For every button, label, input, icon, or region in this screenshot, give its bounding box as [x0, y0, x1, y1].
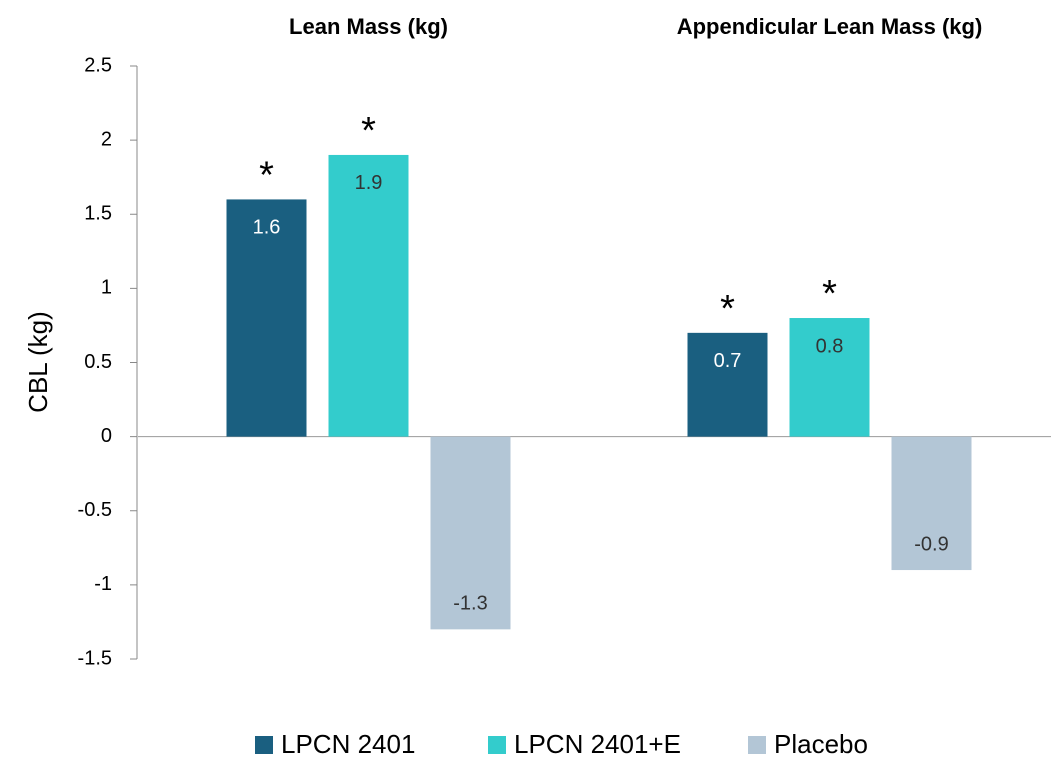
bar — [328, 154, 409, 437]
value-label: -0.9 — [914, 533, 948, 555]
y-tick-label: 0 — [101, 425, 112, 447]
annotation: * — [259, 154, 274, 196]
bar — [789, 318, 870, 437]
category-title: Lean Mass (kg) — [289, 14, 448, 39]
annotation: * — [361, 110, 376, 152]
bar — [687, 332, 768, 437]
y-tick-label: 2 — [101, 128, 112, 150]
bar — [430, 436, 511, 630]
value-label: 0.7 — [714, 350, 742, 372]
legend-swatch — [488, 736, 506, 754]
y-tick-label: 2.5 — [84, 54, 112, 76]
y-tick-label: -1.5 — [78, 647, 112, 669]
value-label: 0.8 — [816, 335, 844, 357]
y-tick-label: 1 — [101, 277, 112, 299]
annotation: * — [720, 288, 735, 330]
y-tick-label: -1 — [94, 573, 112, 595]
y-tick-label: 0.5 — [84, 351, 112, 373]
bar — [226, 199, 307, 437]
y-tick-label: 1.5 — [84, 203, 112, 225]
value-label: -1.3 — [453, 593, 487, 615]
value-label: 1.9 — [355, 172, 383, 194]
y-tick-label: -0.5 — [78, 499, 112, 521]
legend-label: LPCN 2401+E — [514, 729, 681, 757]
legend-label: Placebo — [774, 729, 868, 757]
annotation: * — [822, 273, 837, 315]
y-axis-title: CBL (kg) — [23, 311, 53, 413]
legend-swatch — [748, 736, 766, 754]
bar — [891, 436, 972, 571]
category-title: Appendicular Lean Mass (kg) — [677, 14, 983, 39]
legend-swatch — [255, 736, 273, 754]
legend-label: LPCN 2401 — [281, 729, 415, 757]
value-label: 1.6 — [253, 217, 281, 239]
